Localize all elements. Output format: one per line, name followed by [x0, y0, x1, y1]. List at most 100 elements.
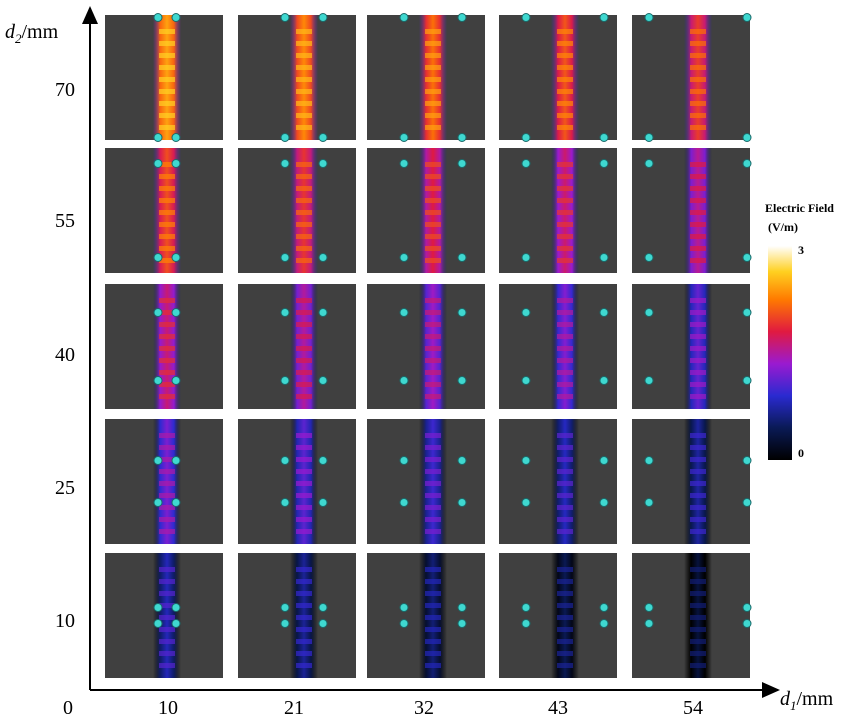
field-band	[690, 258, 706, 263]
electrode	[521, 159, 531, 168]
field-band	[425, 334, 441, 339]
colorbar-max: 3	[798, 243, 804, 257]
field-band	[159, 334, 175, 339]
field-band	[159, 186, 175, 191]
field-band	[159, 445, 175, 450]
field-band	[425, 567, 441, 572]
field-band	[690, 246, 706, 251]
electrode	[742, 376, 752, 385]
field-band	[159, 529, 175, 534]
field-band	[690, 370, 706, 375]
field-band	[690, 505, 706, 510]
field-band	[425, 77, 441, 82]
field-band	[425, 346, 441, 351]
field-band	[296, 298, 312, 303]
electrode	[171, 253, 181, 262]
field-band	[159, 41, 175, 46]
electrode	[171, 498, 181, 507]
field-band	[690, 210, 706, 215]
field-band	[425, 517, 441, 522]
electrode	[599, 456, 609, 465]
field-band	[296, 162, 312, 167]
electrode	[521, 619, 531, 628]
field-band	[296, 529, 312, 534]
field-band	[296, 258, 312, 263]
field-band	[296, 505, 312, 510]
field-band	[557, 663, 573, 668]
electrode	[318, 376, 328, 385]
y-axis-title: d2/mm	[5, 21, 59, 46]
electrode	[318, 603, 328, 612]
field-band	[296, 322, 312, 327]
electrode	[399, 498, 409, 507]
field-band	[557, 234, 573, 239]
field-band	[690, 627, 706, 632]
electrode	[644, 159, 654, 168]
field-band	[690, 358, 706, 363]
electrode	[318, 253, 328, 262]
electrode	[171, 603, 181, 612]
field-band	[425, 358, 441, 363]
field-band	[557, 505, 573, 510]
electrode	[399, 619, 409, 628]
field-band	[690, 517, 706, 522]
x-subscript: 1	[790, 698, 797, 713]
field-band	[557, 433, 573, 438]
field-band	[159, 627, 175, 632]
field-band	[690, 41, 706, 46]
field-band	[425, 125, 441, 130]
electrode	[521, 456, 531, 465]
field-band	[159, 29, 175, 34]
electrode	[521, 253, 531, 262]
electrode	[318, 13, 328, 22]
field-band	[425, 663, 441, 668]
electrode	[644, 603, 654, 612]
field-band	[557, 53, 573, 58]
electrode	[457, 376, 467, 385]
field-band	[159, 246, 175, 251]
field-band	[690, 346, 706, 351]
electrode	[521, 498, 531, 507]
field-band	[159, 358, 175, 363]
electrode	[153, 253, 163, 262]
field-band	[690, 162, 706, 167]
electrode	[457, 253, 467, 262]
field-band	[557, 567, 573, 572]
electrode	[280, 603, 290, 612]
field-band	[425, 433, 441, 438]
field-band	[557, 346, 573, 351]
electrode	[280, 308, 290, 317]
field-band	[159, 505, 175, 510]
field-band	[557, 113, 573, 118]
field-band	[296, 651, 312, 656]
field-band	[296, 663, 312, 668]
electrode	[318, 308, 328, 317]
field-band	[690, 29, 706, 34]
electrode	[521, 603, 531, 612]
field-band	[557, 517, 573, 522]
field-band	[296, 125, 312, 130]
field-band	[296, 310, 312, 315]
field-band	[557, 162, 573, 167]
x-tick-label: 32	[414, 697, 434, 717]
electrode	[399, 456, 409, 465]
electrode	[280, 133, 290, 142]
field-band	[296, 65, 312, 70]
field-band	[557, 457, 573, 462]
field-band	[425, 222, 441, 227]
field-band	[557, 246, 573, 251]
field-band	[557, 382, 573, 387]
field-band	[425, 113, 441, 118]
electrode	[599, 376, 609, 385]
electrode	[644, 498, 654, 507]
field-band	[296, 101, 312, 106]
field-band	[159, 639, 175, 644]
field-band	[159, 89, 175, 94]
field-band	[159, 394, 175, 399]
field-band	[159, 382, 175, 387]
x-tick-label: 43	[548, 697, 568, 717]
field-band	[557, 639, 573, 644]
field-band	[425, 198, 441, 203]
x-unit: /mm	[797, 688, 834, 710]
